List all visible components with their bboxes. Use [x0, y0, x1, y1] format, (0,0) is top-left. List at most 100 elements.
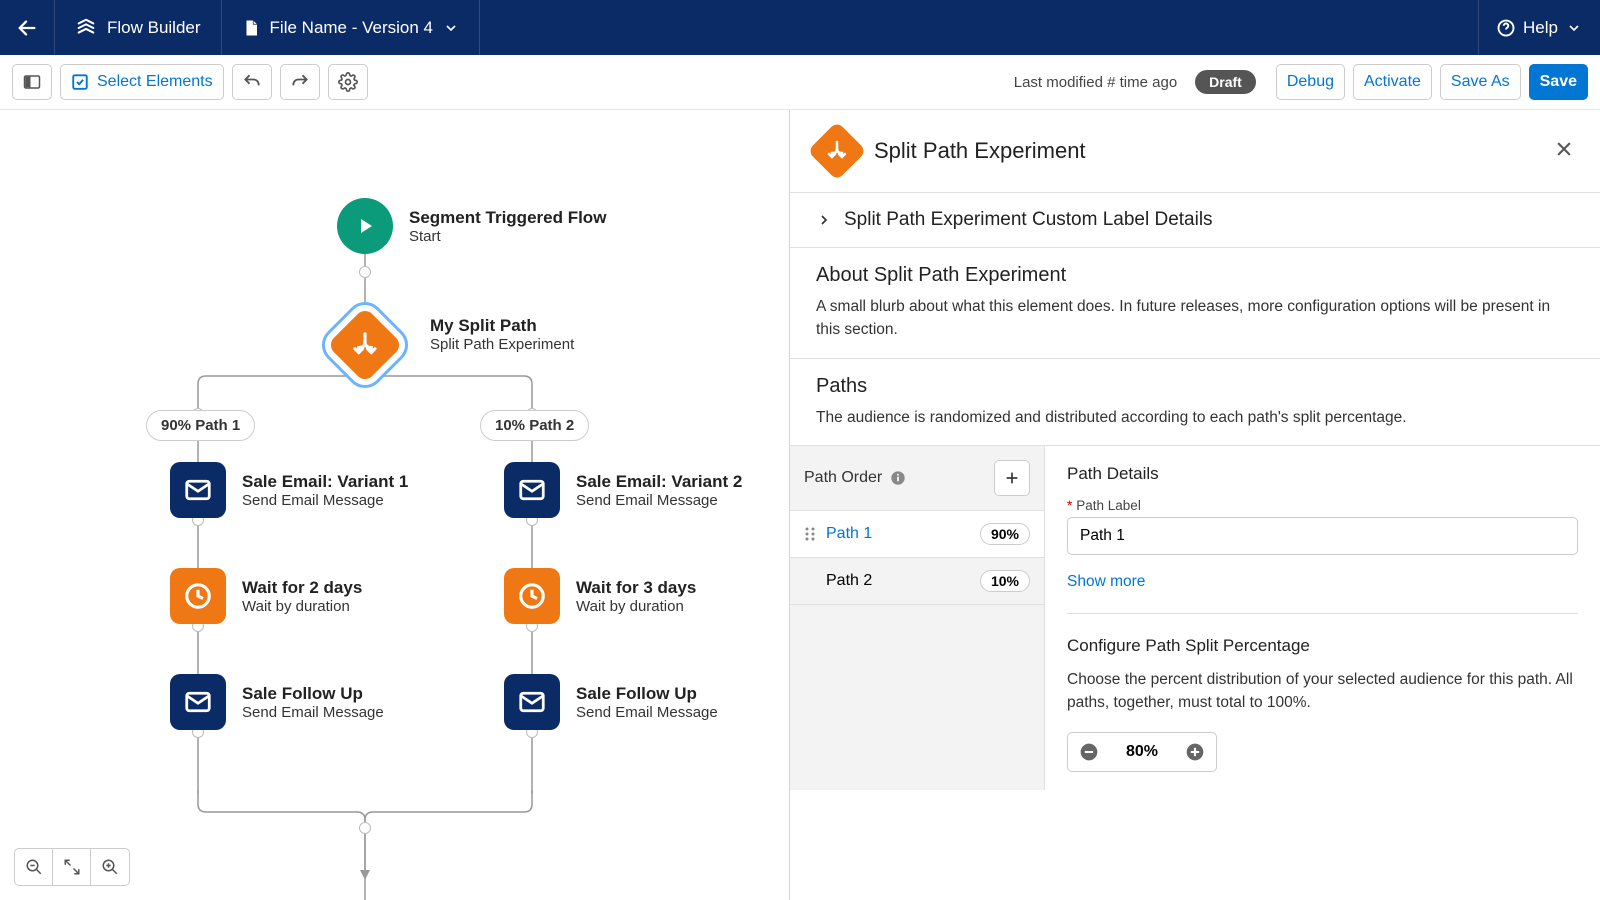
help-menu[interactable]: Help — [1478, 0, 1600, 55]
select-icon — [71, 73, 89, 91]
email-icon — [504, 674, 560, 730]
email-node-right-2[interactable]: Sale Follow Up Send Email Message — [504, 674, 718, 730]
about-section: About Split Path Experiment A small blur… — [790, 247, 1600, 358]
plus-icon — [1004, 470, 1020, 486]
status-badge: Draft — [1195, 70, 1256, 94]
app-name: Flow Builder — [107, 18, 201, 38]
play-icon — [337, 198, 393, 254]
node-title: Wait for 3 days — [576, 578, 696, 598]
about-heading: About Split Path Experiment — [816, 264, 1574, 287]
stepper-decrease-button[interactable] — [1068, 733, 1110, 771]
zoom-out-icon — [25, 858, 43, 876]
arrow-left-icon — [16, 17, 38, 39]
fit-icon — [63, 858, 81, 876]
path-row-1[interactable]: Path 1 90% — [790, 511, 1044, 558]
path-label-input[interactable] — [1067, 517, 1578, 555]
path-row-2[interactable]: Path 2 10% — [790, 558, 1044, 605]
save-label: Save — [1540, 73, 1577, 91]
activate-button[interactable]: Activate — [1353, 64, 1432, 100]
paths-body: The audience is randomized and distribut… — [816, 406, 1574, 429]
split-path-node[interactable]: My Split Path Split Path Experiment — [326, 306, 574, 384]
top-nav: Flow Builder File Name - Version 4 Help — [0, 0, 1600, 55]
node-subtitle: Split Path Experiment — [430, 336, 574, 353]
path-row-name: Path 2 — [826, 572, 970, 590]
paths-heading: Paths — [816, 375, 1574, 398]
wait-node-left[interactable]: Wait for 2 days Wait by duration — [170, 568, 362, 624]
node-title: Segment Triggered Flow — [409, 208, 606, 228]
path-order-header: Path Order — [790, 446, 1044, 511]
info-icon[interactable] — [890, 470, 906, 486]
path-details-heading: Path Details — [1067, 464, 1578, 484]
select-elements-button[interactable]: Select Elements — [60, 64, 224, 100]
save-as-button[interactable]: Save As — [1440, 64, 1521, 100]
close-icon — [1554, 139, 1574, 159]
paths-intro-section: Paths The audience is randomized and dis… — [790, 358, 1600, 445]
zoom-in-icon — [101, 858, 119, 876]
path-details-column: Path Details *Path Label Show more Confi… — [1045, 446, 1600, 791]
stepper-value: 80% — [1110, 743, 1174, 761]
debug-button[interactable]: Debug — [1276, 64, 1345, 100]
stepper-increase-button[interactable] — [1174, 733, 1216, 771]
add-path-button[interactable] — [994, 460, 1030, 496]
save-button[interactable]: Save — [1529, 64, 1588, 100]
debug-label: Debug — [1287, 73, 1334, 91]
path-pill-right[interactable]: 10% Path 2 — [480, 410, 589, 441]
split-path-icon — [807, 121, 866, 180]
zoom-out-button[interactable] — [15, 849, 53, 885]
paths-configuration: Path Order Path 1 90% Path 2 10% — [790, 445, 1600, 791]
configure-split-heading: Configure Path Split Percentage — [1067, 636, 1578, 656]
node-title: Wait for 2 days — [242, 578, 362, 598]
email-icon — [504, 462, 560, 518]
email-node-left-1[interactable]: Sale Email: Variant 1 Send Email Message — [170, 462, 408, 518]
zoom-controls — [14, 848, 130, 886]
back-button[interactable] — [0, 0, 55, 55]
path-row-name: Path 1 — [826, 525, 970, 543]
configure-split-body: Choose the percent distribution of your … — [1067, 668, 1578, 715]
start-node[interactable]: Segment Triggered Flow Start — [337, 198, 606, 254]
zoom-fit-button[interactable] — [53, 849, 91, 885]
node-subtitle: Send Email Message — [242, 492, 408, 509]
zoom-in-button[interactable] — [91, 849, 129, 885]
file-icon — [242, 18, 260, 38]
gear-icon — [338, 72, 358, 92]
path-pill-left[interactable]: 90% Path 1 — [146, 410, 255, 441]
undo-button[interactable] — [232, 64, 272, 100]
connector-dot[interactable] — [359, 822, 371, 834]
redo-icon — [290, 72, 310, 92]
chevron-right-icon — [816, 212, 832, 228]
path-order-label: Path Order — [804, 469, 882, 487]
drag-handle-icon[interactable] — [804, 526, 816, 542]
file-name-dropdown[interactable]: File Name - Version 4 — [222, 0, 480, 55]
flow-canvas[interactable]: Segment Triggered Flow Start My Split Pa… — [0, 110, 790, 900]
connector-dot[interactable] — [359, 266, 371, 278]
email-node-right-1[interactable]: Sale Email: Variant 2 Send Email Message — [504, 462, 742, 518]
clock-icon — [504, 568, 560, 624]
chevron-down-icon — [443, 20, 459, 36]
panel-header: Split Path Experiment — [790, 110, 1600, 192]
select-elements-label: Select Elements — [97, 73, 213, 91]
close-panel-button[interactable] — [1554, 139, 1574, 164]
settings-button[interactable] — [328, 64, 368, 100]
redo-button[interactable] — [280, 64, 320, 100]
toggle-sidebar-button[interactable] — [12, 64, 52, 100]
node-title: My Split Path — [430, 316, 574, 336]
node-subtitle: Wait by duration — [576, 598, 696, 615]
node-subtitle: Wait by duration — [242, 598, 362, 615]
wait-node-right[interactable]: Wait for 3 days Wait by duration — [504, 568, 696, 624]
email-icon — [170, 462, 226, 518]
split-percentage-stepper: 80% — [1067, 732, 1217, 772]
path-row-pct: 10% — [980, 570, 1030, 592]
chevron-down-icon — [1566, 20, 1582, 36]
split-path-icon — [327, 307, 403, 383]
email-node-left-2[interactable]: Sale Follow Up Send Email Message — [170, 674, 384, 730]
node-title: Sale Follow Up — [576, 684, 718, 704]
app-title-section: Flow Builder — [55, 0, 222, 55]
path-row-pct: 90% — [980, 523, 1030, 545]
show-more-link[interactable]: Show more — [1067, 573, 1145, 591]
save-as-label: Save As — [1451, 73, 1510, 91]
label-details-toggle[interactable]: Split Path Experiment Custom Label Detai… — [816, 209, 1574, 231]
minus-circle-icon — [1079, 742, 1099, 762]
node-subtitle: Send Email Message — [242, 704, 384, 721]
node-title: Sale Email: Variant 1 — [242, 472, 408, 492]
activate-label: Activate — [1364, 73, 1421, 91]
